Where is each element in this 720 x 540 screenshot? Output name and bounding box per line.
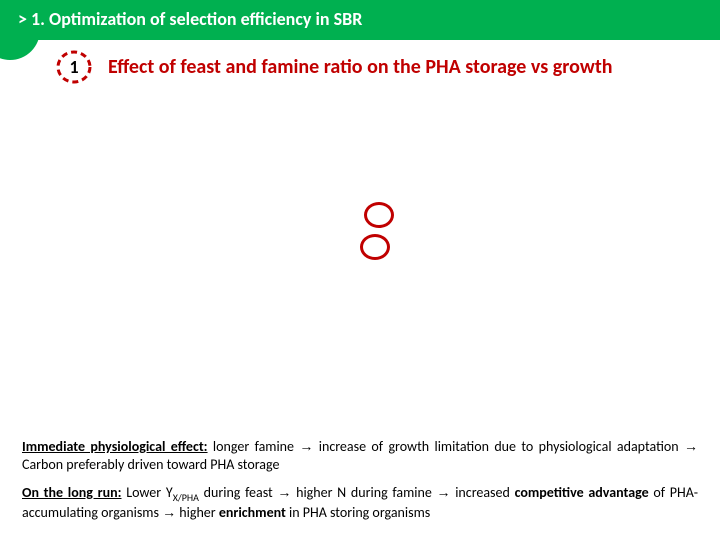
para1-lead: Immediate physiological effect: (22, 438, 208, 455)
para2-seg2: during feast (199, 484, 277, 501)
para2-bold2: enrichment (219, 504, 286, 521)
para1-seg3: Carbon preferably driven toward PHA stor… (22, 456, 279, 473)
para2-seg3: higher N during famine (291, 484, 436, 501)
para1-seg1: longer famine (208, 438, 300, 455)
para2-seg4: increased (451, 484, 515, 501)
section-number: 1 (69, 56, 78, 78)
arrow-icon: → (684, 438, 698, 454)
paragraph-immediate-effect: Immediate physiological effect: longer f… (22, 438, 698, 473)
paragraph-long-run: On the long run: Lower YX/PHA during fea… (22, 484, 698, 522)
para2-lead: On the long run: (22, 484, 122, 501)
para2-bold1: competitive advantage (515, 484, 649, 501)
para2-seg6: higher (176, 504, 219, 521)
header-title: > 1. Optimization of selection efficienc… (18, 8, 362, 30)
section-number-badge: 1 (58, 52, 90, 82)
arrow-icon: → (299, 438, 313, 454)
para2-seg7: in PHA storing organisms (286, 504, 430, 521)
arrow-icon: → (162, 504, 176, 520)
arrow-icon: → (277, 484, 291, 500)
subscript: X/PHA (173, 491, 199, 504)
slide-title: Effect of feast and famine ratio on the … (108, 55, 612, 79)
arrow-icon: → (437, 484, 451, 500)
para2-seg1: Lower Y (122, 484, 173, 501)
highlight-circle-2 (360, 234, 390, 260)
para1-seg2: increase of growth limitation due to phy… (313, 438, 684, 455)
highlight-circle-1 (364, 202, 394, 228)
